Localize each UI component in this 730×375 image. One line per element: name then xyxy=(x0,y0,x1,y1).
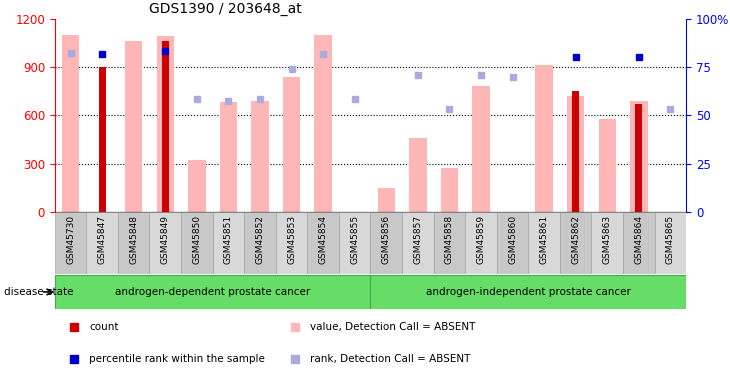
Bar xyxy=(630,101,648,212)
Bar xyxy=(125,41,142,212)
Bar xyxy=(162,41,169,212)
Bar xyxy=(623,212,655,274)
Bar xyxy=(567,96,585,212)
Bar xyxy=(599,118,616,212)
Text: disease state: disease state xyxy=(4,287,73,297)
Bar xyxy=(315,35,332,212)
Bar xyxy=(339,212,370,274)
Text: GDS1390 / 203648_at: GDS1390 / 203648_at xyxy=(150,2,302,16)
Text: GSM45856: GSM45856 xyxy=(382,215,391,264)
Text: GSM45850: GSM45850 xyxy=(192,215,201,264)
Bar xyxy=(560,212,591,274)
Bar xyxy=(370,212,402,274)
Text: GSM45855: GSM45855 xyxy=(350,215,359,264)
Text: GSM45861: GSM45861 xyxy=(539,215,549,264)
Bar xyxy=(283,77,300,212)
Text: count: count xyxy=(90,322,119,332)
Bar xyxy=(62,35,80,212)
Text: GSM45858: GSM45858 xyxy=(445,215,454,264)
Text: rank, Detection Call = ABSENT: rank, Detection Call = ABSENT xyxy=(310,354,471,364)
Text: GSM45847: GSM45847 xyxy=(98,215,107,264)
Bar xyxy=(188,160,206,212)
Bar xyxy=(535,65,553,212)
Bar xyxy=(402,212,434,274)
Bar xyxy=(370,274,686,309)
Text: GSM45860: GSM45860 xyxy=(508,215,517,264)
Bar xyxy=(529,212,560,274)
Bar xyxy=(635,104,642,212)
Text: value, Detection Call = ABSENT: value, Detection Call = ABSENT xyxy=(310,322,476,332)
Bar xyxy=(434,212,465,274)
Text: GSM45730: GSM45730 xyxy=(66,215,75,264)
Text: GSM45849: GSM45849 xyxy=(161,215,170,264)
Bar xyxy=(244,212,276,274)
Bar xyxy=(409,138,426,212)
Text: GSM45864: GSM45864 xyxy=(634,215,643,264)
Text: GSM45857: GSM45857 xyxy=(413,215,423,264)
Text: GSM45863: GSM45863 xyxy=(603,215,612,264)
Bar xyxy=(591,212,623,274)
Text: GSM45848: GSM45848 xyxy=(129,215,138,264)
Bar xyxy=(572,91,579,212)
Bar xyxy=(465,212,496,274)
Text: GSM45865: GSM45865 xyxy=(666,215,675,264)
Bar xyxy=(55,274,370,309)
Text: androgen-independent prostate cancer: androgen-independent prostate cancer xyxy=(426,287,631,297)
Bar xyxy=(212,212,244,274)
Text: GSM45859: GSM45859 xyxy=(477,215,485,264)
Bar xyxy=(377,188,395,212)
Bar xyxy=(150,212,181,274)
Bar xyxy=(496,212,529,274)
Bar xyxy=(472,86,490,212)
Text: GSM45853: GSM45853 xyxy=(287,215,296,264)
Bar xyxy=(86,212,118,274)
Text: GSM45851: GSM45851 xyxy=(224,215,233,264)
Bar xyxy=(181,212,212,274)
Bar xyxy=(99,67,106,212)
Bar xyxy=(156,36,174,212)
Text: GSM45852: GSM45852 xyxy=(255,215,264,264)
Text: androgen-dependent prostate cancer: androgen-dependent prostate cancer xyxy=(115,287,310,297)
Bar xyxy=(251,101,269,212)
Bar xyxy=(55,212,86,274)
Bar xyxy=(220,102,237,212)
Bar xyxy=(655,212,686,274)
Text: percentile rank within the sample: percentile rank within the sample xyxy=(90,354,265,364)
Bar xyxy=(276,212,307,274)
Bar xyxy=(441,168,458,212)
Text: GSM45854: GSM45854 xyxy=(318,215,328,264)
Bar xyxy=(118,212,150,274)
Bar xyxy=(307,212,339,274)
Text: GSM45862: GSM45862 xyxy=(571,215,580,264)
